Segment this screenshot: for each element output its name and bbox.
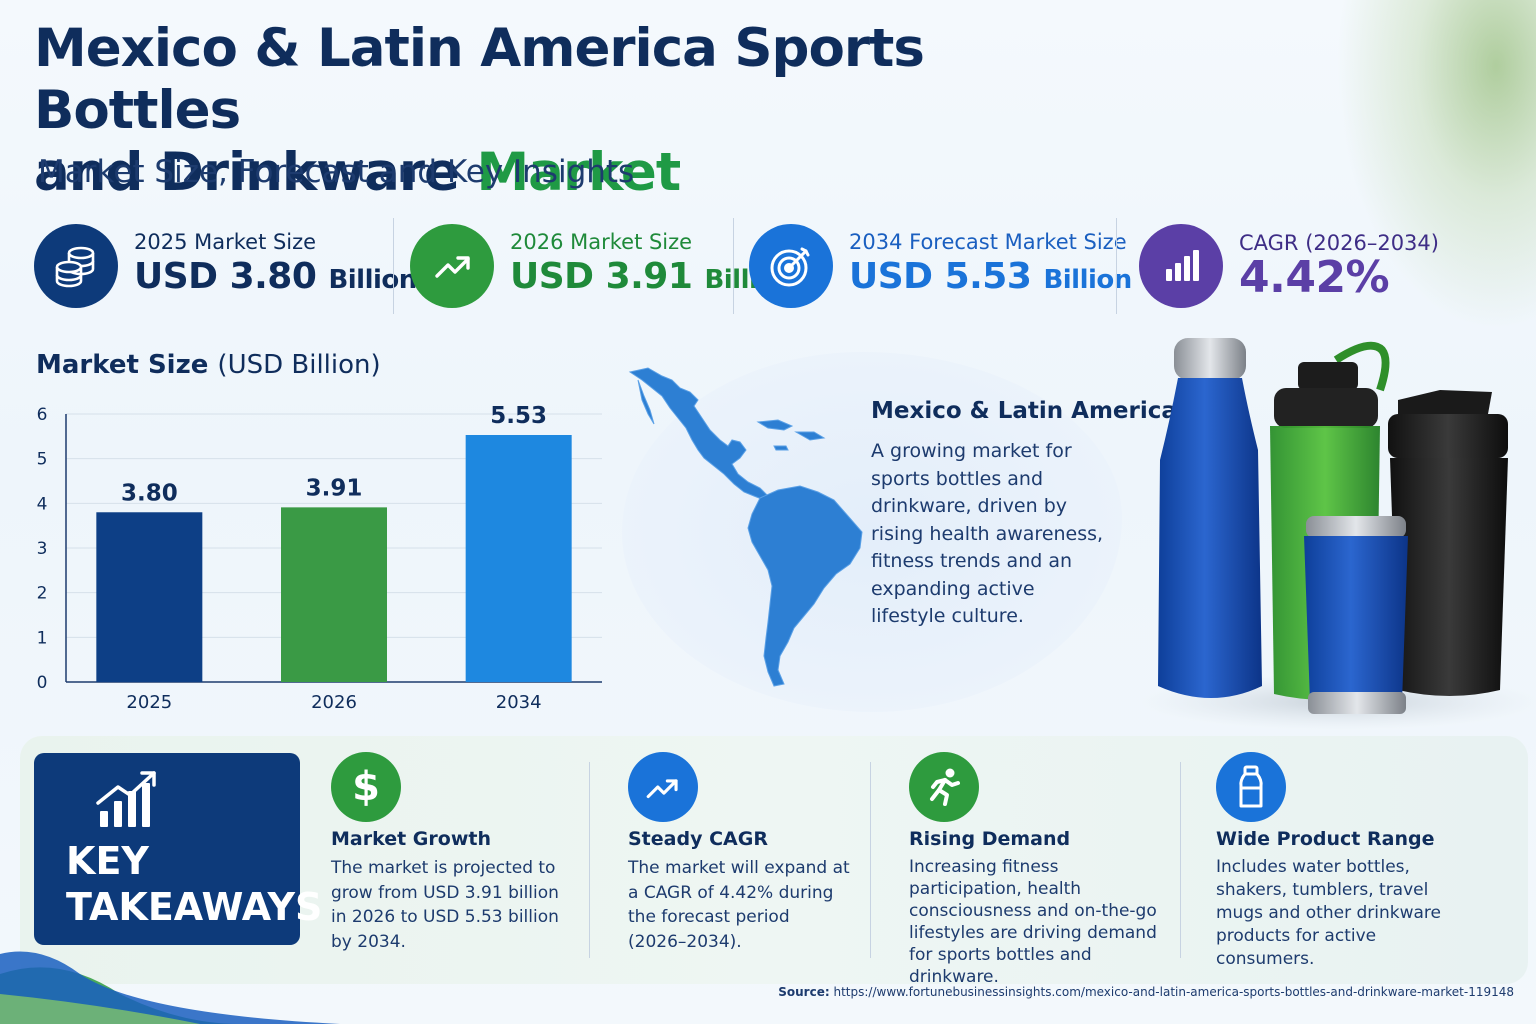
region-title: Mexico & Latin America [871, 398, 1177, 424]
kt-line-1: KEY [66, 839, 149, 883]
chart-title-unit: (USD Billion) [217, 350, 381, 380]
y-tick-label: 0 [37, 673, 48, 693]
stat-label: 2026 Market Size [510, 229, 693, 254]
page-title: Mexico & Latin America Sports Bottles an… [34, 18, 1134, 204]
takeaway-rising-demand: Rising Demand Increasing fitness partici… [909, 752, 1159, 988]
source-citation: Source: https://www.fortunebusinessinsig… [778, 985, 1514, 999]
map-background [622, 352, 1122, 712]
palm-leaves-decoration [1336, 0, 1536, 330]
page-subtitle: Market Size, Forecast and Key Insights [38, 154, 635, 190]
takeaway-text: The market is projected to grow from USD… [331, 858, 559, 952]
market-size-bar-chart: 0 1 2 3 4 5 6 3.80 2025 3.91 2026 5.53 2034 [37, 403, 602, 713]
stat-label: 2025 Market Size [134, 229, 317, 254]
stat-value: USD 3.80 [134, 255, 317, 297]
takeaway-steady-cagr: Steady CAGR The market will expand at a … [628, 752, 853, 954]
y-tick-label: 5 [37, 450, 48, 470]
y-tick-label: 3 [37, 539, 48, 559]
blue-water-bottle [1158, 338, 1262, 698]
takeaway-title: Steady CAGR [628, 828, 768, 850]
stat-value: USD 3.91 [510, 255, 693, 297]
takeaway-market-growth: $ Market Growth The market is projected … [331, 752, 576, 954]
takeaway-title: Market Growth [331, 828, 491, 850]
sports-bottles-illustration [1140, 338, 1536, 730]
stat-2034-forecast: 2034 Forecast Market Size USD 5.53 Billi… [749, 218, 1132, 314]
takeaway-wide-product-range: Wide Product Range Includes water bottle… [1216, 752, 1471, 971]
stat-unit: Billion [1043, 264, 1132, 295]
y-tick-label: 6 [37, 405, 48, 425]
dollar-icon: $ [331, 752, 401, 822]
latin-america-map [628, 367, 863, 687]
divider [393, 218, 394, 314]
decorative-wave [0, 951, 340, 1024]
coins-stack-icon [34, 224, 118, 308]
takeaway-text: Increasing fitness participation, health… [909, 857, 1157, 987]
trend-up-icon [410, 224, 494, 308]
bar-chart-icon [1139, 224, 1223, 308]
chart-title-bold: Market Size [36, 350, 209, 380]
trend-up-icon [628, 752, 698, 822]
blue-tumbler [1304, 516, 1408, 714]
divider [870, 762, 871, 958]
takeaway-text: Includes water bottles, shakers, tumbler… [1216, 857, 1441, 969]
takeaway-title: Rising Demand [909, 828, 1071, 850]
growth-chart-icon [96, 771, 156, 827]
divider [1116, 218, 1117, 314]
source-label: Source: [778, 985, 830, 999]
bar-value-label: 3.80 [121, 480, 178, 506]
y-tick-label: 1 [37, 628, 48, 648]
key-takeaways-badge [34, 753, 300, 945]
bar-2026 [281, 507, 387, 682]
bar-value-label: 5.53 [490, 403, 547, 429]
bar-2025 [96, 512, 203, 682]
kt-line-2: TAKEAWAYS [66, 885, 323, 929]
divider [589, 762, 590, 958]
y-tick-label: 2 [37, 584, 48, 604]
key-takeaways-label: KEY TAKEAWAYS [66, 838, 323, 930]
bar-value-label: 3.91 [306, 475, 363, 501]
chart-title: Market Size (USD Billion) [36, 350, 381, 380]
stat-label: 2034 Forecast Market Size [849, 229, 1127, 254]
title-accent: Market [476, 142, 681, 203]
y-tick-label: 4 [37, 494, 48, 514]
takeaway-title: Wide Product Range [1216, 828, 1435, 850]
stat-value: USD 5.53 [849, 255, 1032, 297]
stat-label: CAGR (2026–2034) [1239, 231, 1439, 255]
runner-icon [909, 752, 979, 822]
stat-2026-market-size: 2026 Market Size USD 3.91 Billion [410, 218, 793, 314]
divider [733, 218, 734, 314]
title-line-2: and Drinkware [34, 142, 460, 203]
x-tick-label: 2025 [126, 692, 172, 713]
takeaway-text: The market will expand at a CAGR of 4.42… [628, 858, 850, 952]
region-description: A growing market for sports bottles and … [871, 440, 1104, 627]
stat-2025-market-size: 2025 Market Size USD 3.80 Billion [34, 218, 417, 314]
source-link[interactable]: https://www.fortunebusinessinsights.com/… [833, 985, 1514, 999]
title-line-1: Mexico & Latin America Sports Bottles [34, 18, 925, 141]
shaker-bottle [1388, 390, 1508, 696]
target-icon [749, 224, 833, 308]
divider [1180, 762, 1181, 958]
stat-unit: Billion [328, 264, 417, 295]
x-tick-label: 2026 [311, 692, 357, 713]
stat-value: 4.42% [1239, 252, 1390, 303]
stat-cagr: CAGR (2026–2034) 4.42% [1139, 218, 1439, 314]
bottle-icon [1216, 752, 1286, 822]
bar-2034 [465, 434, 572, 682]
x-tick-label: 2034 [496, 692, 542, 713]
